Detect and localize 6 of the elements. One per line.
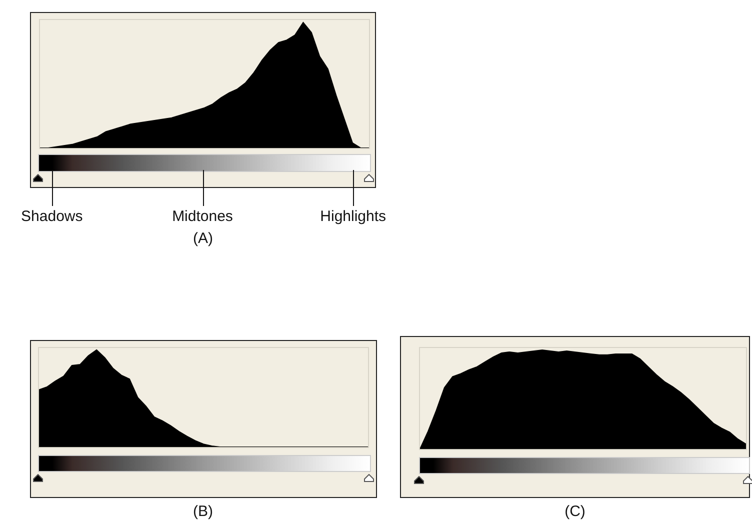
text: Highlights — [320, 208, 386, 225]
text: Shadows — [21, 208, 83, 225]
text: (A) — [193, 230, 213, 247]
text: (C) — [564, 503, 586, 520]
text: Midtones — [172, 208, 233, 225]
text: (B) — [193, 503, 213, 520]
